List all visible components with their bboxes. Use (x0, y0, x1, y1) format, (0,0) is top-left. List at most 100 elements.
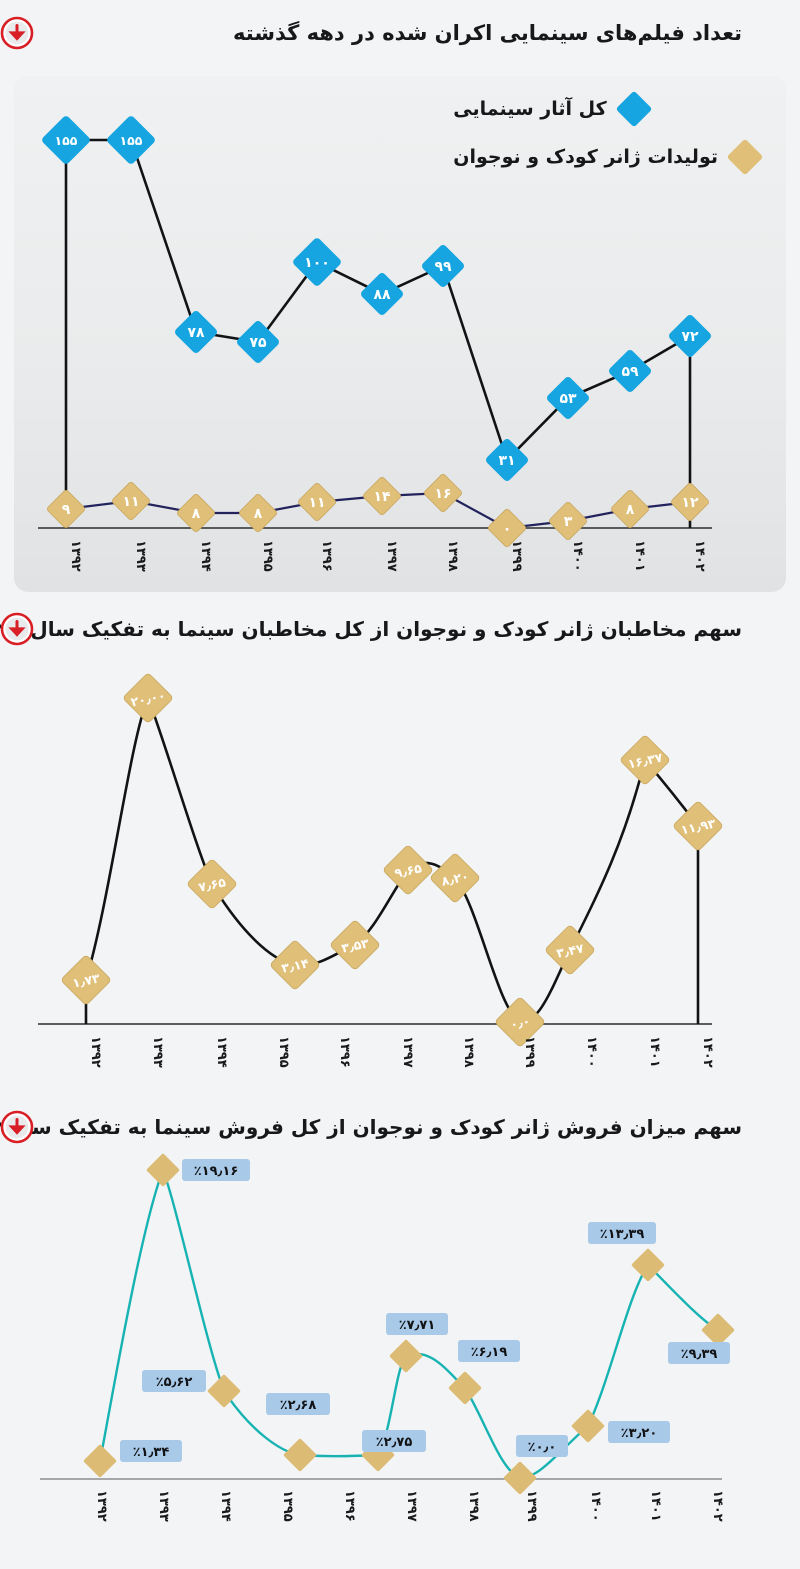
section-title: تعداد فیلم‌های سینمایی اکران شده در دهه … (233, 21, 742, 45)
svg-text:۱۵۵: ۱۵۵ (55, 133, 78, 148)
svg-text:۱۳۹۳: ۱۳۹۳ (150, 1036, 165, 1068)
svg-text:۱۳۹۸: ۱۳۹۸ (445, 540, 460, 572)
svg-text:۱۳۹۷: ۱۳۹۷ (404, 1490, 419, 1522)
svg-text:٪۷٫۷۱: ٪۷٫۷۱ (399, 1318, 436, 1333)
svg-text:۹٫۶۵: ۹٫۶۵ (393, 860, 423, 880)
svg-text:۵۹: ۵۹ (621, 364, 639, 380)
svg-text:۱۳۹۵: ۱۳۹۵ (260, 540, 275, 572)
svg-text:۲۰٫۰۰: ۲۰٫۰۰ (129, 687, 167, 709)
svg-text:۰٫۰: ۰٫۰ (509, 1013, 532, 1032)
legend-label-kids: تولیدات ژانر کودک و نوجوان (453, 146, 718, 168)
section-header-audience-share: سهم مخاطبان ژانر کودک و نوجوان از کل مخا… (0, 612, 800, 646)
svg-text:۱۴۰۱: ۱۴۰۱ (632, 540, 647, 572)
x-axis-labels-chart3: ۱۳۹۲ ۱۳۹۳ ۱۳۹۴ ۱۳۹۵ ۱۳۹۶ ۱۳۹۷ ۱۳۹۸ ۱۳۹۹ … (94, 1490, 725, 1522)
svg-text:٪۱۹٫۱۶: ٪۱۹٫۱۶ (194, 1164, 239, 1179)
svg-text:۱۲: ۱۲ (681, 495, 699, 511)
series-kids-points: ۹ ۱۱ ۸ ۸ ۱۱ ۱۴ ۱۶ ۰ ۳ ۸ ۱۲ (47, 474, 709, 547)
svg-text:۱۳۹۲: ۱۳۹۲ (68, 540, 83, 572)
svg-text:٪۲٫۷۵: ٪۲٫۷۵ (376, 1435, 413, 1450)
svg-text:۱۴۰۰: ۱۴۰۰ (584, 1036, 599, 1068)
section-header-films-count: تعداد فیلم‌های سینمایی اکران شده در دهه … (0, 16, 800, 50)
svg-text:۱۳۹۷: ۱۳۹۷ (384, 540, 399, 572)
down-arrow-circle-icon (0, 1110, 786, 1144)
down-arrow-circle-icon (0, 16, 786, 50)
svg-text:۱۳۹۹: ۱۳۹۹ (509, 540, 524, 572)
x-axis-labels-chart1: ۱۳۹۲ ۱۳۹۳ ۱۳۹۴ ۱۳۹۵ ۱۳۹۶ ۱۳۹۷ ۱۳۹۸ ۱۳۹۹ … (68, 540, 707, 572)
svg-text:۱٫۷۳: ۱٫۷۳ (71, 970, 101, 990)
svg-text:۸۸: ۸۸ (373, 287, 391, 303)
svg-text:۱۳۹۴: ۱۳۹۴ (198, 540, 213, 572)
svg-text:٪۱٫۳۴: ٪۱٫۳۴ (133, 1445, 170, 1460)
series-audience-points: ۱٫۷۳ ۲۰٫۰۰ ۷٫۶۵ ۳٫۱۴ ۳٫۵۳ ۹٫۶۵ ۸٫۲۰ ۰٫۰ … (61, 673, 723, 1047)
svg-text:۱۱٫۹۳: ۱۱٫۹۳ (679, 815, 717, 837)
svg-text:۱۱: ۱۱ (308, 495, 325, 511)
svg-text:٪۲٫۶۸: ٪۲٫۶۸ (280, 1398, 317, 1413)
svg-text:۱۳۹۷: ۱۳۹۷ (400, 1036, 415, 1068)
svg-text:۵۳: ۵۳ (559, 391, 577, 407)
svg-text:٪۵٫۶۲: ٪۵٫۶۲ (156, 1375, 193, 1390)
svg-text:۷۸: ۷۸ (187, 325, 205, 341)
svg-text:۱۴۰۲: ۱۴۰۲ (692, 540, 707, 572)
svg-text:۸٫۲۰: ۸٫۲۰ (440, 868, 470, 888)
svg-text:۱۱: ۱۱ (122, 494, 139, 510)
svg-text:۷٫۶۵: ۷٫۶۵ (197, 874, 227, 894)
svg-text:۱۴۰۰: ۱۴۰۰ (570, 540, 585, 572)
section-title: سهم مخاطبان ژانر کودک و نوجوان از کل مخا… (0, 617, 742, 641)
svg-text:۳٫۵۳: ۳٫۵۳ (340, 935, 370, 955)
svg-text:۱۳۹۲: ۱۳۹۲ (88, 1036, 103, 1068)
legend-label-total: کل آثار سینمایی (453, 98, 607, 120)
svg-text:۱۴۰۲: ۱۴۰۲ (700, 1036, 715, 1068)
svg-text:٪۱۳٫۳۹: ٪۱۳٫۳۹ (600, 1227, 645, 1242)
svg-text:۱۴: ۱۴ (373, 489, 391, 505)
svg-text:۷۵: ۷۵ (249, 335, 267, 351)
x-axis-labels-chart2: ۱۳۹۲ ۱۳۹۳ ۱۳۹۴ ۱۳۹۵ ۱۳۹۶ ۱۳۹۷ ۱۳۹۸ ۱۳۹۹ … (88, 1036, 715, 1068)
svg-text:۱۳۹۶: ۱۳۹۶ (337, 1036, 352, 1068)
svg-text:۱۳۹۸: ۱۳۹۸ (466, 1490, 481, 1522)
svg-text:٪۶٫۱۹: ٪۶٫۱۹ (471, 1345, 508, 1360)
svg-text:۰: ۰ (503, 521, 512, 537)
svg-text:۱۳۹۶: ۱۳۹۶ (342, 1490, 357, 1522)
series-total-points: ۱۵۵ ۱۵۵ ۷۸ ۷۵ ۱۰۰ ۸۸ ۹۹ ۳۱ ۵۳ ۵۹ ۷۲ (42, 116, 711, 481)
section-title: سهم میزان فروش ژانر کودک و نوجوان از کل … (0, 1115, 742, 1139)
legend-item-kids: تولیدات ژانر کودک و نوجوان (453, 138, 764, 176)
svg-text:۸: ۸ (254, 506, 263, 522)
svg-text:۸: ۸ (192, 506, 201, 522)
svg-text:۹: ۹ (62, 502, 71, 518)
svg-text:۹۹: ۹۹ (434, 259, 452, 275)
sales-value-badges: ٪۱٫۳۴ ٪۱۹٫۱۶ ٪۵٫۶۲ ٪۲٫۶۸ ٪۲٫۷۵ ٪۷٫۷۱ ٪۶٫… (120, 1159, 730, 1462)
chart-legend: کل آثار سینمایی تولیدات ژانر کودک و نوجو… (453, 90, 764, 176)
chart-sales-share: ٪۱٫۳۴ ٪۱۹٫۱۶ ٪۵٫۶۲ ٪۲٫۶۸ ٪۲٫۷۵ ٪۷٫۷۱ ٪۶٫… (40, 1153, 735, 1522)
svg-text:۸: ۸ (626, 502, 635, 518)
svg-text:۱۴۰۱: ۱۴۰۱ (647, 1036, 662, 1068)
svg-text:۳۱: ۳۱ (498, 453, 515, 469)
svg-text:۱۳۹۴: ۱۳۹۴ (214, 1036, 229, 1068)
svg-text:٪۳٫۲۰: ٪۳٫۲۰ (621, 1426, 658, 1441)
svg-text:۱۶: ۱۶ (434, 486, 451, 502)
svg-text:۷۲: ۷۲ (681, 329, 699, 345)
svg-text:۱۳۹۳: ۱۳۹۳ (133, 540, 148, 572)
svg-text:۳٫۱۴: ۳٫۱۴ (280, 955, 310, 975)
svg-text:٪۰٫۰: ٪۰٫۰ (528, 1440, 557, 1455)
svg-text:۱۳۹۵: ۱۳۹۵ (276, 1036, 291, 1068)
svg-text:۱۳۹۹: ۱۳۹۹ (522, 1036, 537, 1068)
svg-text:۱۴۰۰: ۱۴۰۰ (588, 1490, 603, 1522)
svg-text:۳٫۴۷: ۳٫۴۷ (555, 940, 585, 960)
svg-text:۱۳۹۳: ۱۳۹۳ (156, 1490, 171, 1522)
svg-text:۱۵۵: ۱۵۵ (120, 133, 143, 148)
svg-text:٪۹٫۳۹: ٪۹٫۳۹ (681, 1347, 718, 1362)
series-sales-points (83, 1153, 735, 1495)
svg-text:۱۴۰۲: ۱۴۰۲ (710, 1490, 725, 1522)
section-title-main: سهم مخاطبان ژانر کودک و نوجوان از کل مخا… (30, 617, 742, 641)
chart-audience-share: ۱٫۷۳ ۲۰٫۰۰ ۷٫۶۵ ۳٫۱۴ ۳٫۵۳ ۹٫۶۵ ۸٫۲۰ ۰٫۰ … (38, 673, 723, 1068)
svg-text:۳: ۳ (564, 514, 573, 530)
svg-text:۱۰۰: ۱۰۰ (304, 255, 330, 271)
section-header-sales-share: سهم میزان فروش ژانر کودک و نوجوان از کل … (0, 1110, 800, 1144)
chart-films-count: ۹ ۱۱ ۸ ۸ ۱۱ ۱۴ ۱۶ ۰ ۳ ۸ ۱۲ ۱۵۵ ۱۵۵ ۷۸ ۷۵… (38, 116, 712, 572)
svg-text:۱۳۹۲: ۱۳۹۲ (94, 1490, 109, 1522)
svg-text:۱۳۹۹: ۱۳۹۹ (524, 1490, 539, 1522)
legend-item-total: کل آثار سینمایی (453, 90, 758, 128)
svg-text:۱۳۹۸: ۱۳۹۸ (461, 1036, 476, 1068)
section-title-main: سهم میزان فروش ژانر کودک و نوجوان از کل … (7, 1115, 742, 1139)
